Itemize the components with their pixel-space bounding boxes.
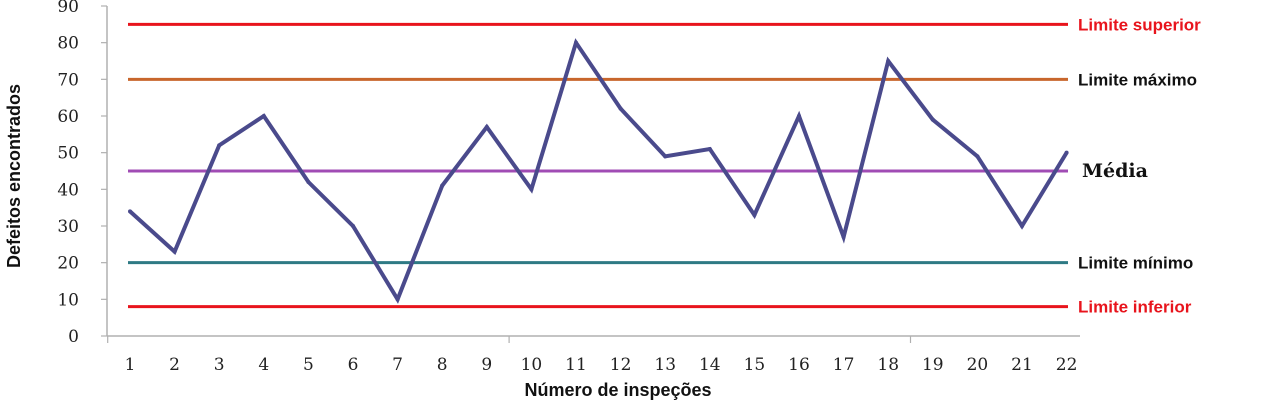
x-tick-label: 13 <box>654 355 676 375</box>
x-tick-label: 8 <box>437 355 448 375</box>
x-tick-label: 14 <box>699 355 721 375</box>
y-tick-label: 40 <box>57 180 79 200</box>
data-point <box>440 183 445 188</box>
x-tick-label: 22 <box>1056 355 1078 375</box>
data-point <box>172 249 177 254</box>
data-point <box>217 143 222 148</box>
data-point <box>841 235 846 239</box>
x-tick-label: 19 <box>922 355 944 375</box>
y-tick-label: 80 <box>57 34 79 54</box>
reference-lines: Limite superior Limite máximo Média Limite … <box>128 15 1201 317</box>
data-point <box>261 114 266 118</box>
data-point <box>484 125 489 129</box>
x-tick-label: 11 <box>565 355 587 375</box>
data-point <box>707 147 712 151</box>
x-axis-title: Número de inspeções <box>524 380 711 400</box>
x-tick-label: 16 <box>788 355 810 375</box>
x-tick-label: 10 <box>521 355 543 375</box>
data-point <box>128 209 132 214</box>
y-tick-label: 50 <box>57 144 79 164</box>
data-point <box>574 40 578 45</box>
y-tick-label: 60 <box>57 107 79 127</box>
series-layer <box>128 38 1069 304</box>
reference-line-label: Limite superior <box>1078 15 1201 34</box>
y-tick-label: 70 <box>57 70 79 90</box>
data-point <box>930 117 935 122</box>
x-tick-label: 6 <box>348 355 359 375</box>
y-tick-label: 20 <box>57 254 79 274</box>
y-tick-label: 10 <box>57 290 79 310</box>
reference-line-label: Limite máximo <box>1078 70 1197 89</box>
series-line <box>128 38 1069 304</box>
x-tick-label: 21 <box>1011 355 1033 375</box>
x-tick-label: 12 <box>610 355 632 375</box>
data-point <box>1020 224 1024 228</box>
data-point <box>663 154 668 159</box>
y-tick-label: 90 <box>57 0 79 17</box>
data-point <box>975 154 980 159</box>
reference-line-label: Limite mínimo <box>1078 254 1193 273</box>
x-tick-label: 20 <box>967 355 989 375</box>
y-tick-label: 30 <box>57 217 79 237</box>
data-point <box>886 59 891 63</box>
x-tick-label: 5 <box>303 355 314 375</box>
x-tick-label: 17 <box>833 355 855 375</box>
x-tick-label: 15 <box>744 355 766 375</box>
x-tick-label: 3 <box>214 355 225 375</box>
reference-line-label: Média <box>1082 160 1148 182</box>
y-axis-title: Defeitos encontrados <box>4 84 24 268</box>
data-point <box>618 106 623 111</box>
x-tick-label: 2 <box>169 355 180 375</box>
data-point <box>752 213 757 217</box>
data-point <box>351 224 355 228</box>
data-point <box>306 180 311 184</box>
reference-line-label: Limite inferior <box>1078 298 1192 317</box>
data-point <box>797 114 801 118</box>
x-tick-label: 1 <box>125 355 136 375</box>
data-point <box>529 187 534 192</box>
data-point <box>395 297 400 302</box>
data-point <box>1064 150 1069 155</box>
x-tick-label: 4 <box>258 355 269 375</box>
x-tick-label: 9 <box>481 355 492 375</box>
y-tick-label: 0 <box>68 327 79 347</box>
x-tick-label: 18 <box>877 355 899 375</box>
x-tick-label: 7 <box>392 355 403 375</box>
